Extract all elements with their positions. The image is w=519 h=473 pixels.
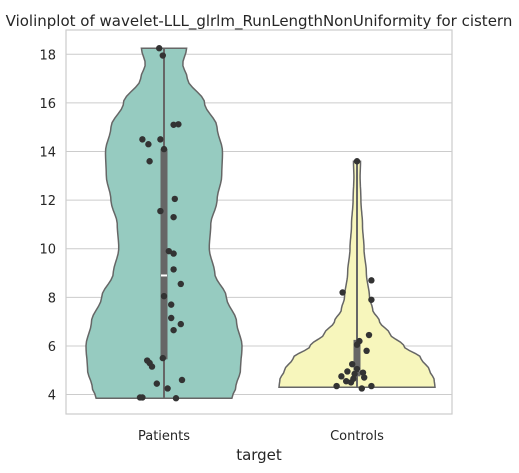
data-point <box>368 277 375 284</box>
data-point <box>365 331 373 339</box>
data-point <box>368 296 375 303</box>
data-point <box>343 377 350 385</box>
y-tick-label: 18 <box>39 48 56 63</box>
chart-title: Violinplot of wavelet-LLL_glrlm_RunLengt… <box>6 12 513 31</box>
data-point <box>347 379 355 386</box>
data-point <box>361 374 368 381</box>
iqr-box-patients <box>160 149 168 360</box>
x-tick-label: Controls <box>330 429 384 444</box>
y-tick-label: 14 <box>39 146 56 161</box>
data-point <box>172 395 180 402</box>
plot-frame <box>65 29 453 415</box>
data-point <box>170 326 177 334</box>
data-point <box>339 289 346 296</box>
data-point <box>160 145 168 153</box>
data-point <box>148 363 156 370</box>
data-point <box>333 382 340 390</box>
data-point <box>139 136 146 143</box>
data-point <box>160 292 168 300</box>
data-point <box>146 158 153 165</box>
y-tick-label: 16 <box>39 97 56 112</box>
data-point <box>351 370 358 378</box>
data-point <box>358 385 365 392</box>
data-point <box>157 136 164 143</box>
data-point <box>165 247 172 255</box>
data-point <box>363 347 370 355</box>
data-point <box>353 341 361 348</box>
strip-points <box>136 45 375 402</box>
data-point <box>338 373 345 380</box>
y-tick-label: 6 <box>48 340 56 355</box>
y-tick-label: 12 <box>39 194 56 209</box>
iqr-box-controls <box>353 339 361 377</box>
data-point <box>359 369 367 376</box>
box-plots <box>160 48 361 399</box>
data-point <box>168 314 175 322</box>
data-point <box>171 195 178 203</box>
data-point <box>170 213 177 221</box>
tick-labels: 4 6 8 10 12 14 16 18 Patients Controls <box>39 48 384 444</box>
data-point <box>139 394 146 401</box>
data-point <box>349 360 356 368</box>
data-point <box>170 250 177 257</box>
data-point <box>177 320 184 328</box>
data-point <box>159 354 166 362</box>
data-point <box>156 45 163 52</box>
data-point <box>159 52 166 59</box>
data-point <box>170 121 177 128</box>
data-point <box>175 121 182 128</box>
data-point <box>353 365 361 373</box>
data-point <box>368 382 375 390</box>
y-tick-label: 8 <box>48 291 56 306</box>
y-tick-label: 10 <box>39 243 56 258</box>
data-point <box>168 301 175 308</box>
data-point <box>157 207 164 215</box>
data-point <box>145 141 152 148</box>
data-point <box>344 368 351 375</box>
y-tick-label: 4 <box>48 389 56 404</box>
data-point <box>353 158 361 165</box>
data-point <box>170 266 177 273</box>
x-axis-label: target <box>236 446 282 464</box>
x-tick-label: Patients <box>138 429 190 444</box>
data-point <box>177 280 184 288</box>
data-point <box>178 376 186 384</box>
data-point <box>164 385 171 392</box>
data-point <box>153 380 160 387</box>
